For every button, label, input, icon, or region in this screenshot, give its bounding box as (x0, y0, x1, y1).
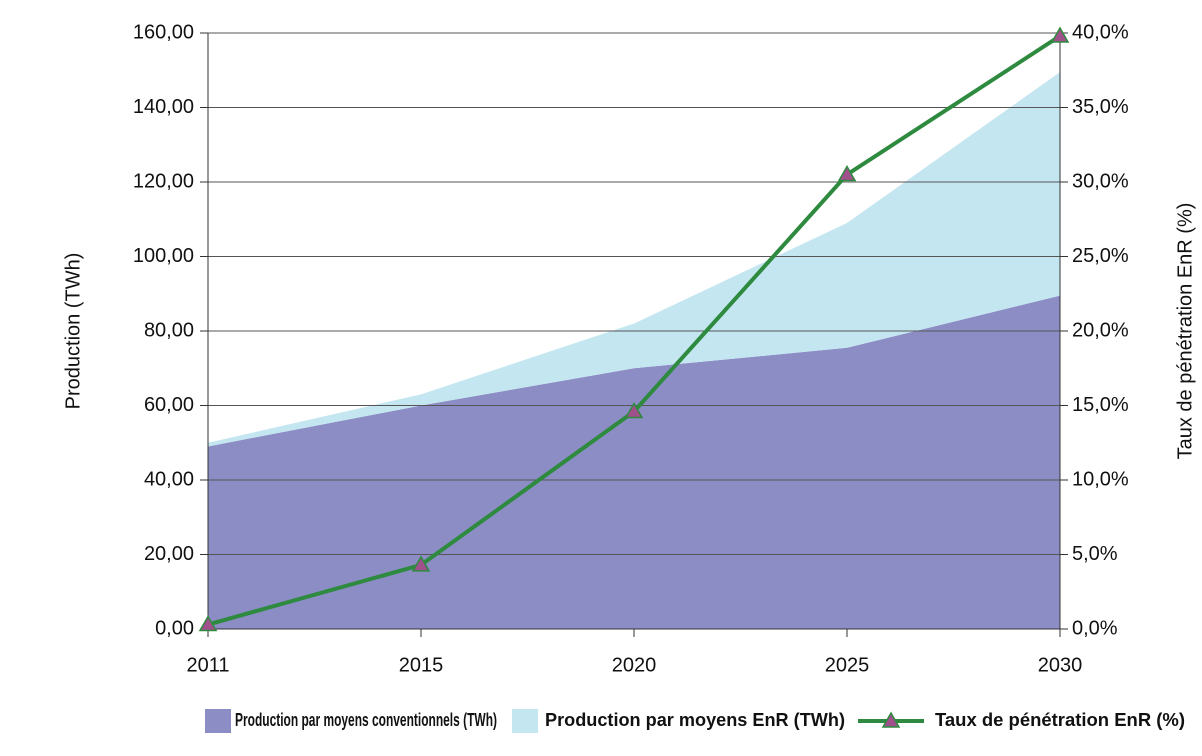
y2-tick-label: 30,0% (1072, 170, 1129, 192)
legend-marker (881, 711, 901, 728)
y-tick-label: 40,00 (144, 468, 194, 490)
marker (624, 401, 644, 419)
x-tick-label: 2025 (825, 654, 870, 676)
marker (198, 615, 218, 632)
y-tick-label: 80,00 (144, 319, 194, 341)
x-tick-label: 2015 (399, 654, 444, 676)
y-tick-label: 20,00 (144, 543, 194, 565)
y-tick-label: 60,00 (144, 394, 194, 416)
area (208, 295, 1060, 629)
marker (411, 555, 431, 572)
area (208, 72, 1060, 447)
legend-label: Taux de pénétration EnR (%) (935, 710, 1185, 730)
y2-tick-label: 35,0% (1072, 96, 1129, 118)
marker (1050, 26, 1070, 43)
y-tick-label: 140,00 (133, 96, 194, 118)
y-tick-label: 120,00 (133, 170, 194, 192)
y2-tick-label: 25,0% (1072, 245, 1129, 267)
y-tick-label: 100,00 (133, 245, 194, 267)
y2-tick-label: 5,0% (1072, 543, 1118, 565)
y-tick-label: 0,00 (155, 617, 194, 639)
x-tick-label: 2011 (186, 654, 229, 676)
x-tick-label: 2030 (1038, 654, 1083, 676)
legend-label: Production par moyens conventionnels (TW… (235, 710, 497, 730)
y2-tick-label: 20,0% (1072, 319, 1129, 341)
y2-tick-label: 40,0% (1072, 21, 1129, 43)
y-axis-label: Production (TWh) (62, 253, 84, 410)
legend-label: Production par moyens EnR (TWh) (545, 710, 845, 730)
y2-tick-label: 10,0% (1072, 468, 1129, 490)
y-tick-label: 160,00 (133, 21, 194, 43)
legend-swatch (205, 709, 231, 733)
legend-swatch (512, 709, 538, 733)
marker (837, 165, 857, 182)
y2-tick-label: 15,0% (1072, 394, 1129, 416)
y2-axis-label: Taux de pénétration EnR (%) (1174, 203, 1196, 460)
x-tick-label: 2020 (612, 654, 657, 676)
y2-tick-label: 0,0% (1072, 617, 1118, 639)
